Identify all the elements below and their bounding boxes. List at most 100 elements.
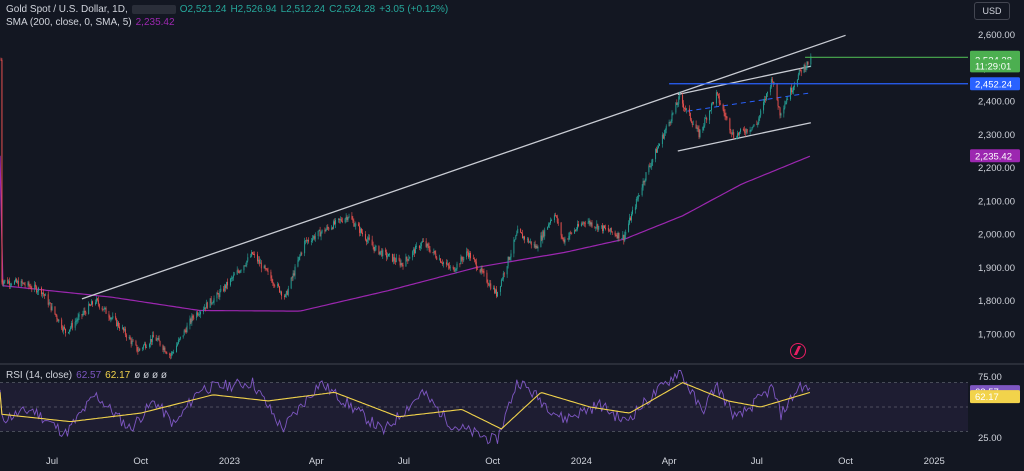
candle-589 <box>794 81 795 91</box>
candle-41 <box>55 313 57 317</box>
candle-29 <box>38 286 40 296</box>
candle-210 <box>283 294 285 300</box>
candle-62 <box>83 307 85 316</box>
low-value: L2,512.24 <box>280 4 326 15</box>
candle-425 <box>574 227 576 235</box>
candle-378 <box>509 256 511 261</box>
candle-418 <box>563 237 565 244</box>
candle-body <box>501 278 503 280</box>
candle-479 <box>645 172 647 182</box>
candle-body <box>291 277 293 279</box>
candle-277 <box>373 246 375 254</box>
candle-303 <box>408 254 410 262</box>
candle-427 <box>576 227 578 232</box>
candle-321 <box>433 248 435 256</box>
candle-body <box>663 132 665 139</box>
candle-416 <box>561 233 563 240</box>
candle-22 <box>29 284 31 288</box>
candle-142 <box>191 313 193 326</box>
candle-192 <box>258 256 260 267</box>
candle-342 <box>461 255 463 262</box>
candle-body <box>608 230 610 232</box>
candle-40 <box>54 306 56 315</box>
candle-body <box>145 343 147 348</box>
candle-body <box>603 225 605 232</box>
candle-486 <box>656 146 658 153</box>
sma-label[interactable]: SMA (200, close, 0, SMA, 5) <box>6 17 132 28</box>
rsi-label[interactable]: RSI (14, close) <box>6 370 73 381</box>
candle-body <box>136 344 138 351</box>
candle-232 <box>312 235 314 241</box>
candle-body <box>277 284 279 286</box>
candle-body <box>635 198 637 208</box>
rsi-ma-value: 62.17 <box>105 370 131 381</box>
candle-body <box>88 304 90 314</box>
candle-327 <box>441 261 443 264</box>
candle-body <box>737 133 739 138</box>
candle-567 <box>765 96 766 103</box>
candle-25 <box>34 280 36 293</box>
candle-77 <box>103 306 105 313</box>
candle-body <box>766 93 767 100</box>
candle-body <box>462 259 464 261</box>
currency-button[interactable]: USD <box>974 2 1010 20</box>
candle-body <box>562 237 564 240</box>
candle-198 <box>266 268 268 272</box>
candle-568 <box>766 93 767 102</box>
candle-body <box>682 95 684 104</box>
legend-ohlc: Gold Spot / U.S. Dollar, 1D, O2,521.24 H2,… <box>6 4 452 15</box>
candle-body <box>470 252 471 259</box>
candle-body <box>726 116 728 119</box>
candle-501 <box>676 99 678 105</box>
candle-body <box>70 323 72 328</box>
candle-495 <box>668 119 670 127</box>
candle-body <box>651 162 653 167</box>
candle-488 <box>658 143 659 149</box>
candle-body <box>151 335 153 342</box>
candle-446 <box>602 223 604 234</box>
candle-151 <box>203 304 205 310</box>
x-tick-label: Oct <box>485 456 500 467</box>
candle-body <box>339 219 341 220</box>
price-levels[interactable] <box>669 56 968 85</box>
candle-body <box>473 258 475 260</box>
candle-551 <box>743 126 745 136</box>
candle-386 <box>521 232 523 234</box>
candle-body <box>760 110 762 116</box>
candle-328 <box>442 259 443 266</box>
candle-body <box>522 233 524 239</box>
candle-354 <box>476 265 478 271</box>
candle-326 <box>440 257 442 264</box>
candle-body <box>624 234 626 241</box>
candle-9 <box>11 282 13 287</box>
candle-body <box>563 239 565 243</box>
candle-body <box>699 130 701 138</box>
candle-body <box>135 341 137 345</box>
candle-body <box>793 86 794 91</box>
candle-497 <box>670 119 672 125</box>
candle-162 <box>218 293 220 300</box>
candle-body <box>190 318 192 323</box>
y-tick-label: 2,600.00 <box>978 30 1015 41</box>
candle-92 <box>123 326 125 332</box>
candle-415 <box>560 222 562 240</box>
candle-body <box>416 245 417 247</box>
y-tick-label: 2,200.00 <box>978 163 1015 174</box>
candle-body <box>758 118 760 123</box>
candle-body <box>400 263 402 266</box>
lightning-icon[interactable] <box>790 343 806 359</box>
candle-body <box>542 231 544 240</box>
symbol-title[interactable]: Gold Spot / U.S. Dollar, 1D, <box>6 4 128 15</box>
candle-body <box>607 228 609 231</box>
candle-314 <box>422 238 424 242</box>
candle-352 <box>474 259 476 265</box>
candle-body <box>42 292 44 295</box>
candle-203 <box>273 282 275 289</box>
candle-546 <box>737 130 739 140</box>
candle-body <box>260 262 262 269</box>
candle-body <box>497 291 498 297</box>
candle-body <box>129 336 131 340</box>
candle-35 <box>47 291 49 308</box>
candle-body <box>502 273 504 279</box>
